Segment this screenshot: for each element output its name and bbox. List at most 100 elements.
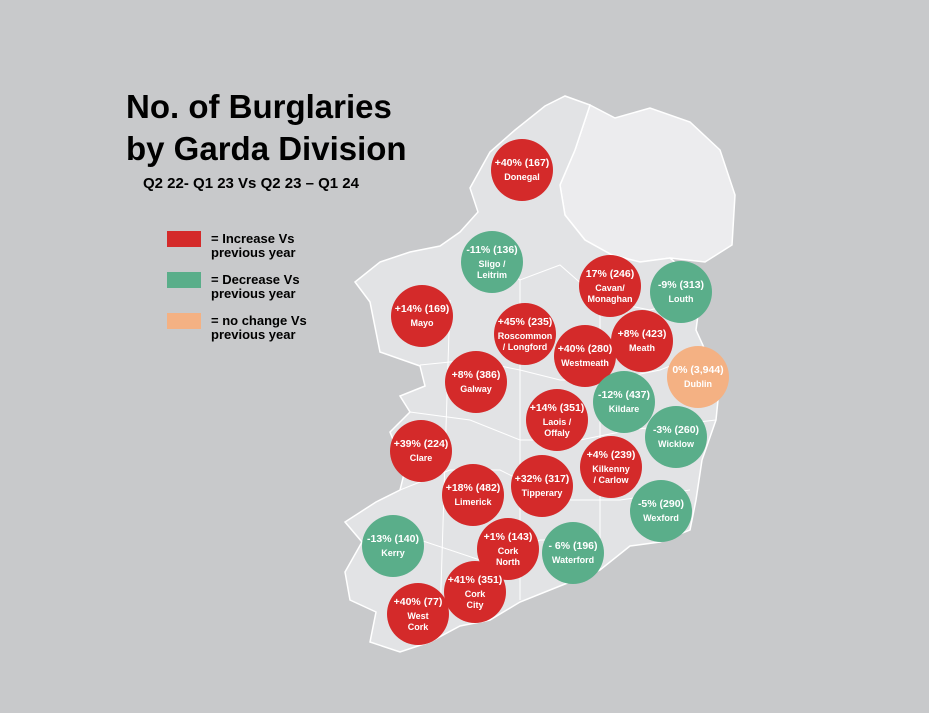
division: - 6% (196) Waterford <box>542 522 604 584</box>
division-name: Dublin <box>684 379 712 389</box>
division: +32% (317) Tipperary <box>511 455 573 517</box>
division: +14% (351) Laois /Offaly <box>526 389 588 451</box>
division-name: Kildare <box>609 404 640 414</box>
division-stat: +8% (423) <box>618 328 667 340</box>
division: -5% (290) Wexford <box>630 480 692 542</box>
division-name: Meath <box>629 343 655 353</box>
division-circle <box>611 310 673 372</box>
division-name: Sligo / <box>479 259 506 269</box>
division: -13% (140) Kerry <box>362 515 424 577</box>
division-name: Wexford <box>643 513 679 523</box>
division-name: Cork <box>498 546 519 556</box>
division-stat: -3% (260) <box>653 424 699 436</box>
division-circle <box>477 518 539 580</box>
title-line: No. of Burglaries <box>126 88 392 125</box>
division-circle <box>444 561 506 623</box>
division-stat: -11% (136) <box>466 244 517 256</box>
division: +8% (386) Galway <box>445 351 507 413</box>
division: 17% (246) Cavan/Monaghan <box>579 255 641 317</box>
division-name: Wicklow <box>658 439 695 449</box>
division-stat: +32% (317) <box>515 473 570 485</box>
division-stat: - 6% (196) <box>548 540 597 552</box>
division-circle <box>580 436 642 498</box>
division: -12% (437) Kildare <box>593 371 655 433</box>
division: -9% (313) Louth <box>650 261 712 323</box>
division-circle <box>442 464 504 526</box>
title-line: by Garda Division <box>126 130 407 167</box>
division-stat: +45% (235) <box>498 316 553 328</box>
division-stat: +4% (239) <box>587 449 636 461</box>
division-name: West <box>407 611 428 621</box>
division-circle <box>494 303 556 365</box>
division-name: Mayo <box>410 318 434 328</box>
division-name: Kerry <box>381 548 405 558</box>
division-name: Cork <box>408 622 429 632</box>
division: +4% (239) Kilkenny/ Carlow <box>580 436 642 498</box>
division-circle <box>630 480 692 542</box>
division-name: Leitrim <box>477 270 507 280</box>
division-name: Cork <box>465 589 486 599</box>
division: -3% (260) Wicklow <box>645 406 707 468</box>
division-stat: 17% (246) <box>586 268 634 280</box>
division: +14% (169) Mayo <box>391 285 453 347</box>
division-circle <box>445 351 507 413</box>
division-stat: +8% (386) <box>452 369 501 381</box>
division-circle <box>667 346 729 408</box>
legend-label: = no change Vs <box>211 313 307 328</box>
division-circle <box>526 389 588 451</box>
division-name: Laois / <box>543 417 572 427</box>
division: +40% (167) Donegal <box>491 139 553 201</box>
division-circle <box>593 371 655 433</box>
division-circle <box>491 139 553 201</box>
division-name: Limerick <box>454 497 492 507</box>
legend-swatch <box>167 231 201 247</box>
division-name: / Carlow <box>593 475 629 485</box>
legend-label: = Decrease Vs <box>211 272 300 287</box>
division-stat: -13% (140) <box>367 533 419 545</box>
division-stat: +18% (482) <box>446 482 501 494</box>
division-circle <box>390 420 452 482</box>
division-name: Donegal <box>504 172 540 182</box>
division: -11% (136) Sligo /Leitrim <box>461 231 523 293</box>
division-stat: -5% (290) <box>638 498 684 510</box>
division-circle <box>650 261 712 323</box>
legend-label: = Increase Vs <box>211 231 294 246</box>
division: +8% (423) Meath <box>611 310 673 372</box>
division-name: Roscommon <box>498 331 553 341</box>
division-stat: +39% (224) <box>394 438 449 450</box>
division-stat: +14% (169) <box>395 303 450 315</box>
division-circle <box>391 285 453 347</box>
division: +45% (235) Roscommon/ Longford <box>494 303 556 365</box>
division-name: / Longford <box>503 342 548 352</box>
subtitle: Q2 22- Q1 23 Vs Q2 23 – Q1 24 <box>143 175 360 192</box>
division-markers: +40% (167) Donegal -11% (136) Sligo /Leitri… <box>362 139 729 645</box>
division-circle <box>579 255 641 317</box>
division-stat: -9% (313) <box>658 279 704 291</box>
division-stat: -12% (437) <box>598 389 650 401</box>
division-name: North <box>496 557 520 567</box>
division-stat: +14% (351) <box>530 402 585 414</box>
legend-swatch <box>167 313 201 329</box>
division-name: Tipperary <box>522 488 563 498</box>
division-name: Kilkenny <box>592 464 630 474</box>
division-name: Waterford <box>552 555 594 565</box>
legend-label: previous year <box>211 286 296 301</box>
division-circle <box>511 455 573 517</box>
division-stat: +40% (280) <box>558 343 613 355</box>
division-name: Galway <box>460 384 492 394</box>
division: +40% (280) Westmeath <box>554 325 616 387</box>
division-circle <box>645 406 707 468</box>
division-stat: +41% (351) <box>448 574 503 586</box>
republic-of-ireland <box>343 95 721 653</box>
division-circle <box>542 522 604 584</box>
division-name: Monaghan <box>588 294 633 304</box>
division-name: Offaly <box>544 428 570 438</box>
division-stat: 0% (3,944) <box>672 364 723 376</box>
division-name: Westmeath <box>561 358 609 368</box>
